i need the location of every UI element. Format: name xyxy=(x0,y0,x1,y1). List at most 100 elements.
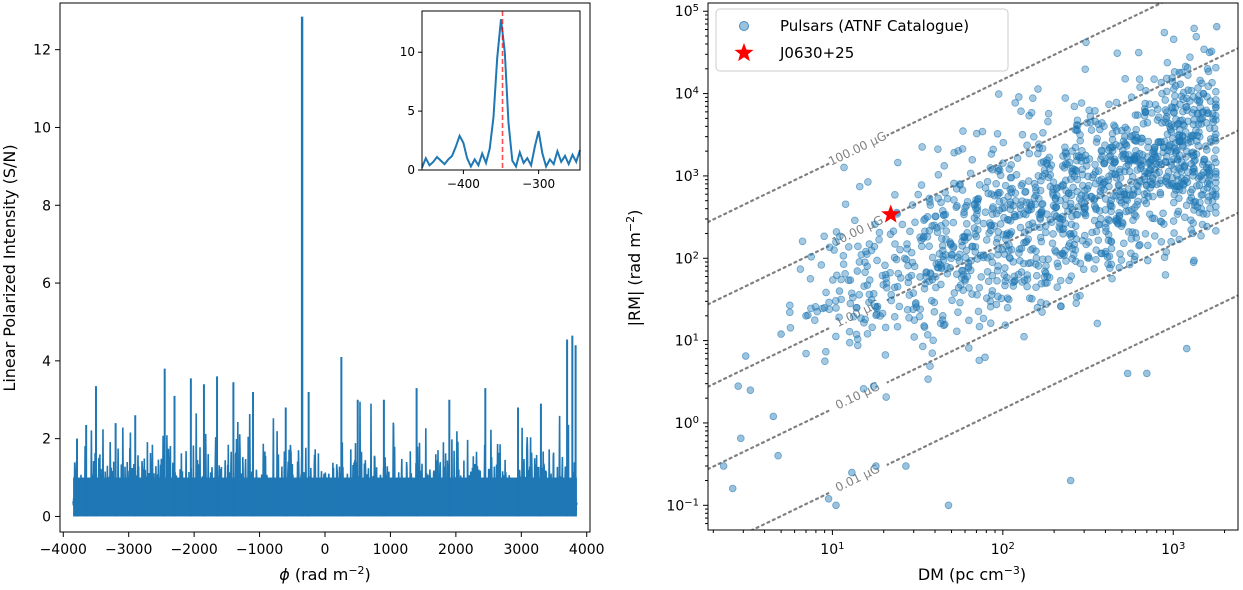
pulsar-point-896 xyxy=(1139,119,1148,128)
pulsar-point-772 xyxy=(849,293,857,302)
pulsar-point-887 xyxy=(1108,274,1116,283)
pulsar-point-475 xyxy=(1212,63,1220,72)
field-line-3 xyxy=(708,211,1238,471)
pulsar-point-763 xyxy=(1018,130,1027,139)
pulsar-point-286 xyxy=(1091,160,1099,169)
pulsar-point-1063 xyxy=(900,254,909,263)
pulsar-point-1002 xyxy=(937,280,945,289)
pulsar-point-1342 xyxy=(972,129,981,138)
pulsar-point-396 xyxy=(840,163,848,172)
pulsar-point-493 xyxy=(1001,321,1010,329)
pulsar-point-1278 xyxy=(1187,86,1196,95)
pulsar-point-1350 xyxy=(1212,22,1221,31)
pulsar-point-1343 xyxy=(882,274,890,283)
pulsar-point-346 xyxy=(1010,272,1019,281)
pulsar-point-618 xyxy=(1197,231,1205,240)
pulsar-point-894 xyxy=(964,344,973,352)
pulsar-point-1125 xyxy=(918,143,926,151)
pulsar-point-1129 xyxy=(1205,48,1214,57)
pulsar-point-1376 xyxy=(820,304,829,312)
pulsar-point-1153 xyxy=(1156,188,1165,197)
pulsar-point-1164 xyxy=(1150,232,1159,240)
pulsar-point-918 xyxy=(1081,65,1090,74)
pulsar-point-290 xyxy=(1015,93,1023,101)
pulsar-point-1184 xyxy=(1058,250,1067,258)
pulsar-point-812 xyxy=(927,270,935,278)
pulsar-point-1305 xyxy=(1150,143,1159,152)
pulsar-point-953 xyxy=(1146,184,1154,192)
pulsar-point-415 xyxy=(942,227,951,235)
pulsar-point-1201 xyxy=(987,150,996,158)
left-x-tick-label-2: −2000 xyxy=(170,542,217,558)
pulsar-point-552 xyxy=(974,225,982,234)
left-y-tick-label-0: 0 xyxy=(42,509,51,525)
pulsar-point-1248 xyxy=(1092,204,1100,212)
pulsar-point-500 xyxy=(965,316,973,325)
pulsar-point-855 xyxy=(1083,185,1092,193)
pulsar-point-61 xyxy=(996,220,1005,228)
pulsar-point-1165 xyxy=(932,260,941,268)
pulsar-point-972 xyxy=(1167,161,1176,169)
pulsar-point-1372 xyxy=(1182,344,1191,353)
pulsar-point-1303 xyxy=(1208,78,1216,87)
left-x-tick-label-7: 3000 xyxy=(503,542,539,558)
pulsar-point-1251 xyxy=(894,158,902,167)
pulsar-point-1070 xyxy=(1082,240,1090,249)
pulsar-point-975 xyxy=(868,323,877,332)
pulsar-point-1337 xyxy=(1202,163,1211,172)
pulsar-point-505 xyxy=(1133,187,1142,196)
pulsar-point-1150 xyxy=(1155,113,1163,121)
pulsar-point-244 xyxy=(1011,99,1019,107)
pulsar-point-1004 xyxy=(875,235,883,244)
pulsar-point-1317 xyxy=(1206,204,1214,213)
pulsar-point-1147 xyxy=(1199,157,1208,166)
pulsar-point-970 xyxy=(1082,38,1090,47)
pulsar-point-1237 xyxy=(1076,153,1084,162)
pulsar-point-833 xyxy=(916,305,925,314)
pulsar-point-1047 xyxy=(1159,209,1167,218)
pulsar-point-489 xyxy=(1071,222,1080,230)
pulsar-point-451 xyxy=(1171,92,1179,100)
pulsar-point-291 xyxy=(988,287,997,295)
right-y-tick-label-2: 101 xyxy=(675,332,699,350)
pulsar-point-519 xyxy=(1081,231,1089,240)
pulsar-point-274 xyxy=(1161,96,1170,104)
pulsar-point-1254 xyxy=(964,233,973,241)
pulsar-point-339 xyxy=(1008,184,1016,193)
pulsar-point-1365 xyxy=(824,494,833,503)
legend-target-marker xyxy=(734,43,754,62)
pulsar-point-964 xyxy=(1155,158,1164,167)
pulsar-point-1104 xyxy=(1190,24,1198,33)
pulsar-point-1296 xyxy=(1179,88,1188,97)
pulsar-point-906 xyxy=(975,356,984,365)
pulsar-point-792 xyxy=(1131,252,1139,261)
pulsar-point-573 xyxy=(1212,158,1220,167)
pulsar-point-1345 xyxy=(1205,172,1213,180)
pulsar-point-80 xyxy=(1007,161,1015,169)
pulsar-point-1339 xyxy=(1136,240,1144,249)
pulsar-point-197 xyxy=(949,218,958,227)
pulsar-point-646 xyxy=(971,230,979,238)
inset-zoom-chart: −400 −300 0 5 10 xyxy=(400,10,581,191)
pulsar-point-1190 xyxy=(1178,68,1186,77)
pulsar-point-967 xyxy=(1050,210,1059,219)
pulsar-point-1219 xyxy=(994,292,1002,301)
left-y-tick-label-6: 12 xyxy=(33,43,51,59)
pulsar-point-262 xyxy=(1093,319,1102,328)
pulsar-point-1313 xyxy=(1160,28,1169,37)
pulsar-point-268 xyxy=(958,145,967,153)
pulsar-point-1084 xyxy=(1065,230,1074,238)
pulsar-point-663 xyxy=(905,291,914,299)
pulsar-point-690 xyxy=(848,289,856,298)
pulsar-point-298 xyxy=(863,330,872,338)
pulsar-point-1255 xyxy=(1154,160,1162,169)
right-x-tick-label-2: 103 xyxy=(1161,541,1185,559)
pulsar-point-103 xyxy=(1203,222,1211,231)
pulsar-point-1098 xyxy=(1086,112,1095,121)
pulsar-point-1331 xyxy=(1112,214,1120,223)
pulsar-point-90 xyxy=(844,243,853,251)
field-line-2 xyxy=(708,129,1238,388)
pulsar-point-768 xyxy=(1170,190,1179,199)
pulsar-point-984 xyxy=(1119,137,1128,145)
